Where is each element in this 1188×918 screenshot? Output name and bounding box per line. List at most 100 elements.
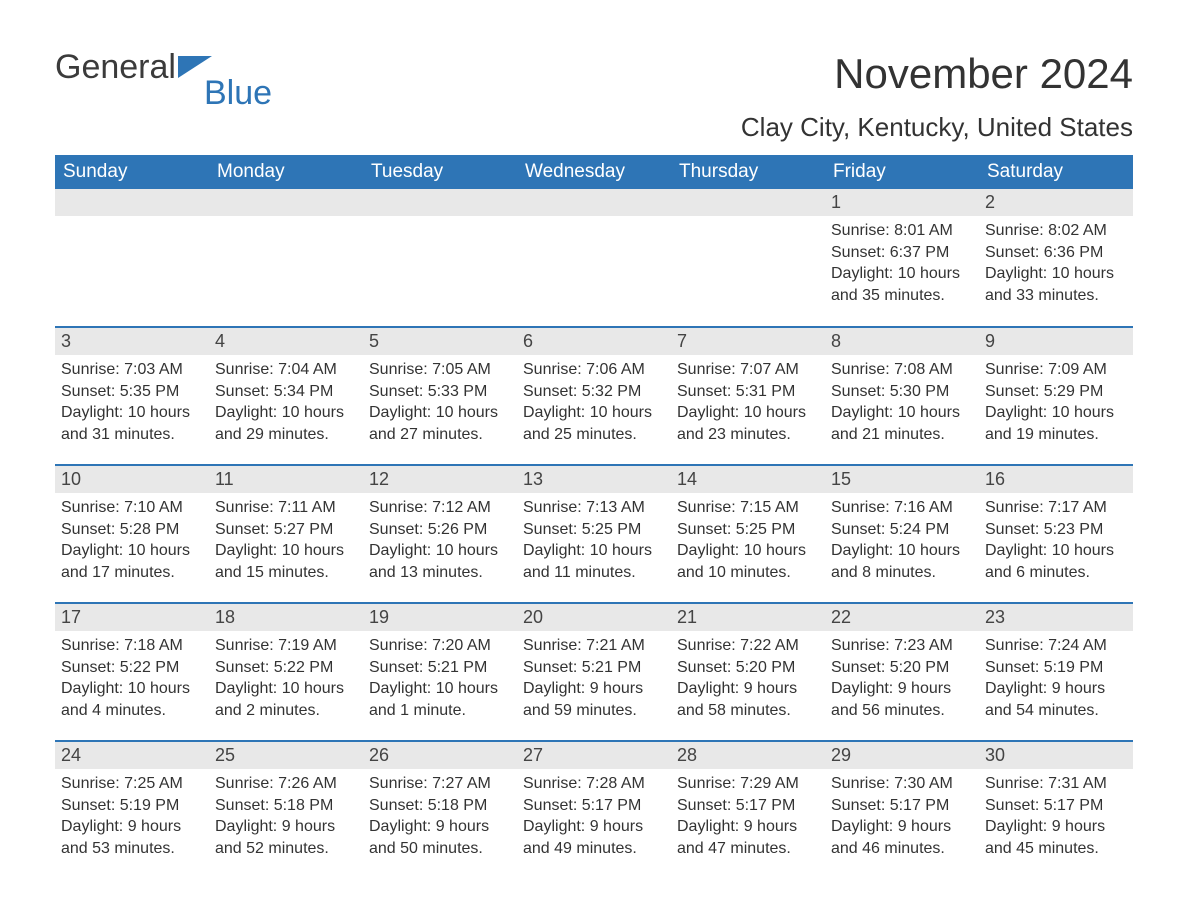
daylight-text: Daylight: 9 hours and 50 minutes. bbox=[369, 816, 511, 859]
day-cell bbox=[363, 189, 517, 327]
sunset-text: Sunset: 5:23 PM bbox=[985, 519, 1127, 541]
sunset-text: Sunset: 5:25 PM bbox=[523, 519, 665, 541]
week-row: 10Sunrise: 7:10 AMSunset: 5:28 PMDayligh… bbox=[55, 465, 1133, 603]
day-details: Sunrise: 7:23 AMSunset: 5:20 PMDaylight:… bbox=[825, 631, 979, 727]
daylight-text: Daylight: 9 hours and 47 minutes. bbox=[677, 816, 819, 859]
daylight-text: Daylight: 9 hours and 46 minutes. bbox=[831, 816, 973, 859]
sunset-text: Sunset: 5:22 PM bbox=[215, 657, 357, 679]
sunset-text: Sunset: 5:22 PM bbox=[61, 657, 203, 679]
day-details: Sunrise: 7:05 AMSunset: 5:33 PMDaylight:… bbox=[363, 355, 517, 451]
day-number: 20 bbox=[517, 604, 671, 631]
daylight-text: Daylight: 10 hours and 21 minutes. bbox=[831, 402, 973, 445]
day-details: Sunrise: 7:28 AMSunset: 5:17 PMDaylight:… bbox=[517, 769, 671, 865]
header: General Blue November 2024 Clay City, Ke… bbox=[55, 50, 1133, 143]
sunrise-text: Sunrise: 8:01 AM bbox=[831, 220, 973, 242]
sunset-text: Sunset: 5:20 PM bbox=[831, 657, 973, 679]
sunrise-text: Sunrise: 7:25 AM bbox=[61, 773, 203, 795]
day-cell: 2Sunrise: 8:02 AMSunset: 6:36 PMDaylight… bbox=[979, 189, 1133, 327]
sunrise-text: Sunrise: 7:12 AM bbox=[369, 497, 511, 519]
sunrise-text: Sunrise: 7:31 AM bbox=[985, 773, 1127, 795]
day-number-empty bbox=[363, 189, 517, 216]
weekday-header: Wednesday bbox=[517, 155, 671, 189]
sunrise-text: Sunrise: 7:29 AM bbox=[677, 773, 819, 795]
daylight-text: Daylight: 10 hours and 23 minutes. bbox=[677, 402, 819, 445]
day-number-empty bbox=[55, 189, 209, 216]
day-cell: 16Sunrise: 7:17 AMSunset: 5:23 PMDayligh… bbox=[979, 465, 1133, 603]
day-number: 22 bbox=[825, 604, 979, 631]
sunrise-text: Sunrise: 7:18 AM bbox=[61, 635, 203, 657]
day-cell: 20Sunrise: 7:21 AMSunset: 5:21 PMDayligh… bbox=[517, 603, 671, 741]
day-number: 26 bbox=[363, 742, 517, 769]
weekday-header: Friday bbox=[825, 155, 979, 189]
week-row: 17Sunrise: 7:18 AMSunset: 5:22 PMDayligh… bbox=[55, 603, 1133, 741]
sunrise-text: Sunrise: 7:19 AM bbox=[215, 635, 357, 657]
sunset-text: Sunset: 5:24 PM bbox=[831, 519, 973, 541]
week-row: 24Sunrise: 7:25 AMSunset: 5:19 PMDayligh… bbox=[55, 741, 1133, 879]
sunset-text: Sunset: 5:17 PM bbox=[523, 795, 665, 817]
daylight-text: Daylight: 10 hours and 19 minutes. bbox=[985, 402, 1127, 445]
daylight-text: Daylight: 10 hours and 15 minutes. bbox=[215, 540, 357, 583]
day-number-empty bbox=[517, 189, 671, 216]
day-cell: 17Sunrise: 7:18 AMSunset: 5:22 PMDayligh… bbox=[55, 603, 209, 741]
day-details: Sunrise: 7:10 AMSunset: 5:28 PMDaylight:… bbox=[55, 493, 209, 589]
daylight-text: Daylight: 9 hours and 45 minutes. bbox=[985, 816, 1127, 859]
daylight-text: Daylight: 10 hours and 25 minutes. bbox=[523, 402, 665, 445]
daylight-text: Daylight: 9 hours and 53 minutes. bbox=[61, 816, 203, 859]
day-number: 3 bbox=[55, 328, 209, 355]
sunset-text: Sunset: 5:21 PM bbox=[369, 657, 511, 679]
day-number: 18 bbox=[209, 604, 363, 631]
sunset-text: Sunset: 5:19 PM bbox=[61, 795, 203, 817]
daylight-text: Daylight: 10 hours and 31 minutes. bbox=[61, 402, 203, 445]
day-cell: 27Sunrise: 7:28 AMSunset: 5:17 PMDayligh… bbox=[517, 741, 671, 879]
week-row: 3Sunrise: 7:03 AMSunset: 5:35 PMDaylight… bbox=[55, 327, 1133, 465]
sunrise-text: Sunrise: 7:10 AM bbox=[61, 497, 203, 519]
day-cell: 3Sunrise: 7:03 AMSunset: 5:35 PMDaylight… bbox=[55, 327, 209, 465]
daylight-text: Daylight: 9 hours and 58 minutes. bbox=[677, 678, 819, 721]
sunrise-text: Sunrise: 7:22 AM bbox=[677, 635, 819, 657]
day-number: 27 bbox=[517, 742, 671, 769]
day-cell: 26Sunrise: 7:27 AMSunset: 5:18 PMDayligh… bbox=[363, 741, 517, 879]
location: Clay City, Kentucky, United States bbox=[741, 112, 1133, 143]
day-cell: 15Sunrise: 7:16 AMSunset: 5:24 PMDayligh… bbox=[825, 465, 979, 603]
sunset-text: Sunset: 5:17 PM bbox=[677, 795, 819, 817]
daylight-text: Daylight: 9 hours and 49 minutes. bbox=[523, 816, 665, 859]
daylight-text: Daylight: 10 hours and 6 minutes. bbox=[985, 540, 1127, 583]
sunset-text: Sunset: 5:35 PM bbox=[61, 381, 203, 403]
day-number: 8 bbox=[825, 328, 979, 355]
day-number: 5 bbox=[363, 328, 517, 355]
day-cell: 23Sunrise: 7:24 AMSunset: 5:19 PMDayligh… bbox=[979, 603, 1133, 741]
day-number: 11 bbox=[209, 466, 363, 493]
daylight-text: Daylight: 10 hours and 29 minutes. bbox=[215, 402, 357, 445]
daylight-text: Daylight: 9 hours and 59 minutes. bbox=[523, 678, 665, 721]
weekday-header: Thursday bbox=[671, 155, 825, 189]
weekday-header: Monday bbox=[209, 155, 363, 189]
day-number: 16 bbox=[979, 466, 1133, 493]
calendar-table: Sunday Monday Tuesday Wednesday Thursday… bbox=[55, 155, 1133, 879]
sunset-text: Sunset: 5:33 PM bbox=[369, 381, 511, 403]
day-cell: 22Sunrise: 7:23 AMSunset: 5:20 PMDayligh… bbox=[825, 603, 979, 741]
daylight-text: Daylight: 10 hours and 27 minutes. bbox=[369, 402, 511, 445]
daylight-text: Daylight: 10 hours and 1 minute. bbox=[369, 678, 511, 721]
sunrise-text: Sunrise: 7:20 AM bbox=[369, 635, 511, 657]
daylight-text: Daylight: 10 hours and 11 minutes. bbox=[523, 540, 665, 583]
day-cell bbox=[55, 189, 209, 327]
day-details: Sunrise: 7:22 AMSunset: 5:20 PMDaylight:… bbox=[671, 631, 825, 727]
day-number: 4 bbox=[209, 328, 363, 355]
sunset-text: Sunset: 5:18 PM bbox=[369, 795, 511, 817]
day-details: Sunrise: 7:12 AMSunset: 5:26 PMDaylight:… bbox=[363, 493, 517, 589]
day-cell: 29Sunrise: 7:30 AMSunset: 5:17 PMDayligh… bbox=[825, 741, 979, 879]
sunrise-text: Sunrise: 7:13 AM bbox=[523, 497, 665, 519]
sunrise-text: Sunrise: 7:06 AM bbox=[523, 359, 665, 381]
day-number: 29 bbox=[825, 742, 979, 769]
day-details: Sunrise: 7:29 AMSunset: 5:17 PMDaylight:… bbox=[671, 769, 825, 865]
day-details: Sunrise: 7:30 AMSunset: 5:17 PMDaylight:… bbox=[825, 769, 979, 865]
day-cell: 13Sunrise: 7:13 AMSunset: 5:25 PMDayligh… bbox=[517, 465, 671, 603]
sunset-text: Sunset: 5:17 PM bbox=[985, 795, 1127, 817]
daylight-text: Daylight: 10 hours and 2 minutes. bbox=[215, 678, 357, 721]
day-number: 6 bbox=[517, 328, 671, 355]
weekday-header-row: Sunday Monday Tuesday Wednesday Thursday… bbox=[55, 155, 1133, 189]
day-cell: 30Sunrise: 7:31 AMSunset: 5:17 PMDayligh… bbox=[979, 741, 1133, 879]
day-number: 19 bbox=[363, 604, 517, 631]
sunset-text: Sunset: 5:30 PM bbox=[831, 381, 973, 403]
sunset-text: Sunset: 5:19 PM bbox=[985, 657, 1127, 679]
